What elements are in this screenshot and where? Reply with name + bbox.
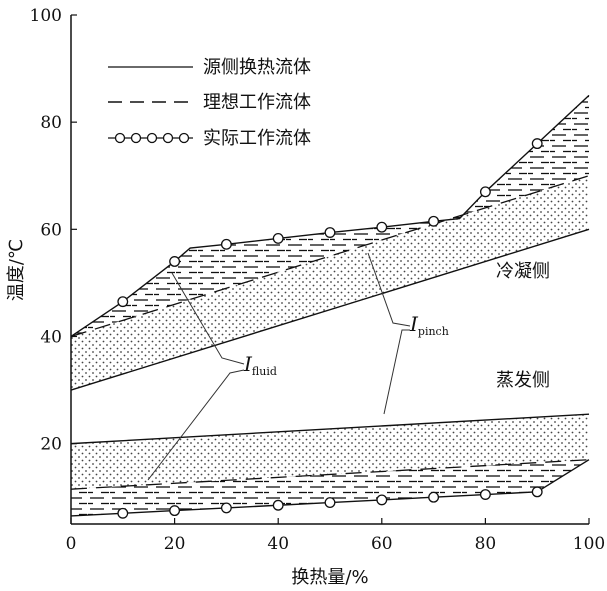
data-point — [376, 494, 388, 506]
legend-marker — [146, 132, 158, 144]
i-fluid-main: I — [243, 352, 253, 376]
data-point — [117, 296, 129, 308]
data-point — [531, 138, 543, 150]
data-point — [428, 215, 440, 227]
series-line-3 — [70, 413, 590, 445]
data-point — [169, 256, 181, 267]
y-ticks: 20 40 60 80 100 — [30, 6, 77, 455]
x-axis-title: 换热量/% — [291, 567, 368, 588]
y-tick-label: 60 — [40, 220, 62, 240]
series-line-1 — [70, 175, 590, 338]
series-line-4 — [70, 459, 590, 490]
legend-marker — [130, 132, 142, 144]
evaporating-dashed-region — [71, 459, 589, 516]
x-ticks: 0 20 40 60 80 100 — [66, 518, 605, 554]
evaporating-side-label: 蒸发侧 — [496, 370, 550, 391]
y-tick-label: 20 — [40, 435, 62, 455]
data-point — [428, 491, 440, 503]
x-tick-label: 60 — [371, 534, 393, 554]
annotation-leaders — [147, 252, 411, 481]
legend-label-source: 源侧换热流体 — [203, 57, 311, 78]
legend-marker — [114, 132, 126, 144]
data-point — [324, 227, 336, 238]
legend: 源侧换热流体 理想工作流体 实际工作流体 — [108, 57, 311, 149]
i-pinch-leader-upper — [367, 252, 411, 327]
y-tick-label: 40 — [40, 327, 62, 347]
shaded-regions — [71, 95, 589, 516]
data-point — [220, 238, 232, 250]
i-pinch-leader-lower — [383, 329, 410, 415]
legend-label-ideal: 理想工作流体 — [203, 92, 311, 113]
data-point — [272, 232, 284, 244]
data-point — [531, 486, 543, 498]
i-fluid-label: Ifluid — [243, 352, 277, 378]
data-point — [479, 489, 491, 500]
i-pinch-main: I — [409, 312, 419, 336]
condensing-side-label: 冷凝侧 — [496, 261, 550, 282]
data-point — [324, 497, 336, 509]
i-fluid-leader-lower — [147, 369, 245, 481]
data-point — [117, 507, 129, 519]
i-pinch-subscript: pinch — [418, 325, 449, 338]
legend-marker — [162, 132, 174, 144]
axes-frame — [70, 15, 589, 525]
condensing-dashed-region — [71, 95, 589, 337]
i-fluid-subscript: fluid — [252, 365, 277, 378]
data-point — [272, 499, 284, 511]
x-tick-label: 40 — [267, 534, 289, 554]
x-tick-label: 100 — [573, 534, 605, 554]
y-tick-label: 100 — [30, 6, 62, 26]
data-point — [169, 505, 181, 517]
legend-marker — [178, 132, 190, 144]
x-tick-label: 0 — [66, 534, 77, 554]
data-point — [220, 502, 232, 514]
legend-label-actual: 实际工作流体 — [203, 128, 311, 149]
evaporating-dotted-region — [71, 414, 589, 490]
data-point — [479, 186, 491, 198]
i-pinch-label: Ipinch — [409, 312, 449, 338]
x-tick-label: 20 — [164, 534, 186, 554]
data-point — [376, 221, 388, 233]
series-line-0 — [70, 228, 590, 391]
series-layer — [70, 94, 590, 519]
x-tick-label: 80 — [475, 534, 497, 554]
condensing-dotted-region — [71, 175, 589, 391]
i-fluid-leader-upper — [171, 272, 245, 365]
y-tick-label: 80 — [40, 113, 62, 133]
y-axis-title: 温度/℃ — [6, 239, 27, 301]
